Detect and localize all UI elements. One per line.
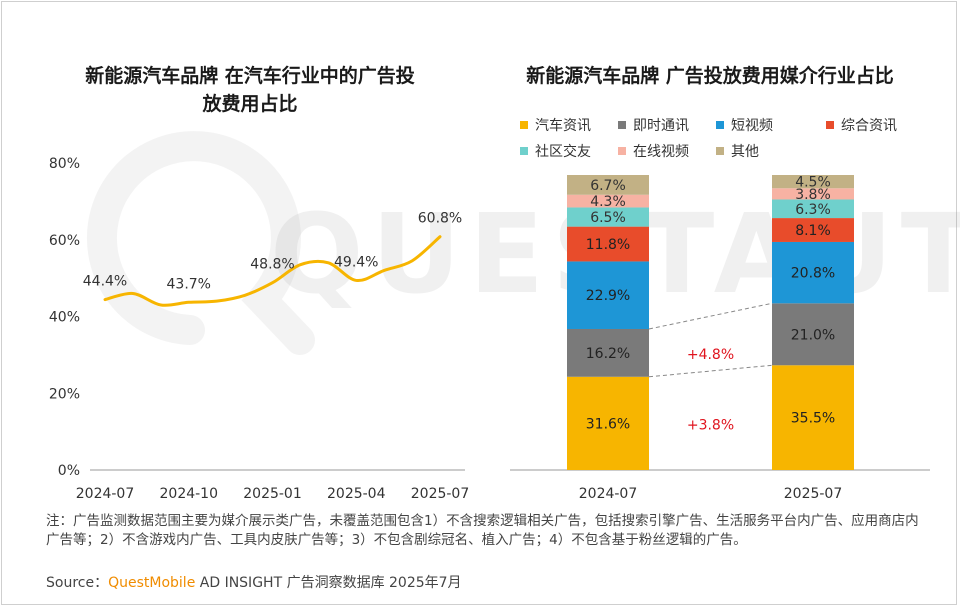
source-line: Source：QuestMobile AD INSIGHT 广告洞察数据库 20… — [46, 572, 462, 592]
data-label: 48.8% — [250, 257, 294, 273]
data-label: 44.4% — [83, 274, 127, 290]
bar-value-label: 6.5% — [590, 210, 626, 226]
x-category-label: 2025-07 — [784, 486, 843, 500]
bar-value-label: 21.0% — [791, 327, 835, 343]
bar-segment — [567, 194, 649, 208]
bar-value-label: 4.5% — [795, 175, 831, 191]
data-label: 43.7% — [167, 276, 211, 292]
bar-value-label: 35.5% — [791, 411, 835, 427]
legend-swatch — [716, 121, 724, 129]
bar-value-label: 22.9% — [586, 288, 630, 304]
legend-swatch — [520, 147, 528, 155]
legend-label: 在线视频 — [633, 144, 689, 160]
legend-label: 其他 — [731, 144, 759, 160]
bar-segment — [772, 199, 854, 219]
legend-label: 即时通讯 — [633, 118, 689, 134]
x-tick-label: 2025-01 — [243, 486, 302, 500]
bar-segment — [567, 207, 649, 227]
bar-value-label: 31.6% — [586, 416, 630, 432]
series-line — [103, 235, 442, 307]
bar-value-label: 11.8% — [586, 237, 630, 253]
stacked-bar-chart: 31.6% 16.2% 22.9% 11.8% 6.5%4.3%6.7% 2024-07 3… — [510, 175, 930, 500]
y-tick-label: 40% — [49, 310, 80, 326]
source-prefix: Source： — [46, 575, 109, 591]
legend-item: 社区交友 — [520, 141, 618, 161]
y-tick-label: 80% — [49, 156, 80, 172]
change-annotation: +4.8% — [687, 347, 734, 363]
bar-segment — [772, 188, 854, 200]
x-tick-label: 2025-04 — [327, 486, 386, 500]
left-title-line-1: 新能源汽车品牌 在汽车行业中的广告投 — [85, 65, 415, 87]
y-tick-label: 60% — [49, 233, 80, 249]
connector-line — [648, 302, 773, 330]
legend-label: 社区交友 — [535, 144, 591, 160]
bar-segment — [567, 261, 649, 329]
bar-value-label: 3.8% — [795, 187, 831, 203]
legend-swatch — [618, 147, 626, 155]
bar-value-label: 20.8% — [791, 266, 835, 282]
legend-swatch — [618, 121, 626, 129]
legend-label: 汽车资讯 — [535, 118, 591, 134]
x-tick-label: 2024-10 — [160, 486, 219, 500]
bar-segment — [772, 175, 854, 189]
legend-swatch — [826, 121, 834, 129]
legend-item: 综合资讯 — [826, 115, 924, 135]
source-rest: AD INSIGHT 广告洞察数据库 2025年7月 — [195, 575, 462, 591]
x-tick-label: 2024-07 — [76, 486, 135, 500]
legend: 汽车资讯 即时通讯 短视频 综合资讯社区交友 在线视频 其他 — [520, 112, 930, 164]
legend-item: 在线视频 — [618, 141, 716, 161]
bar-segment — [772, 303, 854, 366]
legend-item: 短视频 — [716, 115, 826, 135]
footnote: 注：广告监测数据范围主要为媒介展示类广告，未覆盖范围包含1）不含搜索逻辑相关广告… — [46, 513, 919, 548]
legend-label: 综合资讯 — [841, 118, 897, 134]
left-chart-title: 新能源汽车品牌 在汽车行业中的广告投 放费用占比 — [40, 62, 460, 118]
bar-value-label: 16.2% — [586, 346, 630, 362]
bar-segment — [567, 376, 649, 470]
bar-segment — [772, 241, 854, 304]
bar-value-label: 8.1% — [795, 223, 831, 239]
legend-swatch — [520, 121, 528, 129]
legend-row: 社区交友 在线视频 其他 — [520, 138, 930, 164]
x-tick-label: 2025-07 — [411, 486, 470, 500]
bar-value-label: 4.3% — [590, 194, 626, 210]
right-chart-title: 新能源汽车品牌 广告投放费用媒介行业占比 — [526, 65, 894, 87]
change-annotation: +3.8% — [687, 417, 734, 433]
connector-line — [648, 364, 773, 378]
source-brand: QuestMobile — [108, 575, 196, 591]
y-tick-label: 20% — [49, 386, 80, 402]
y-tick-label: 0% — [58, 463, 80, 479]
x-category-label: 2024-07 — [579, 486, 638, 500]
legend-swatch — [716, 147, 724, 155]
bar-value-label: 6.7% — [590, 178, 626, 194]
legend-item: 其他 — [716, 141, 814, 161]
bar-segment — [567, 175, 649, 195]
bar-segment — [567, 226, 649, 262]
data-label: 49.4% — [334, 254, 378, 270]
line-chart: 0% 20% 40% 60% 80% 2024-07 2024-10 2025-01 2025-… — [49, 156, 470, 500]
bar-segment — [567, 328, 649, 377]
legend-row: 汽车资讯 即时通讯 短视频 综合资讯 — [520, 112, 930, 138]
left-title-line-2: 放费用占比 — [202, 93, 298, 115]
legend-item: 即时通讯 — [618, 115, 716, 135]
data-label: 60.8% — [418, 211, 462, 227]
bar-value-label: 6.3% — [795, 202, 831, 218]
bar-segment — [772, 365, 854, 470]
legend-item: 汽车资讯 — [520, 115, 618, 135]
legend-label: 短视频 — [731, 118, 773, 134]
bar-segment — [772, 218, 854, 242]
